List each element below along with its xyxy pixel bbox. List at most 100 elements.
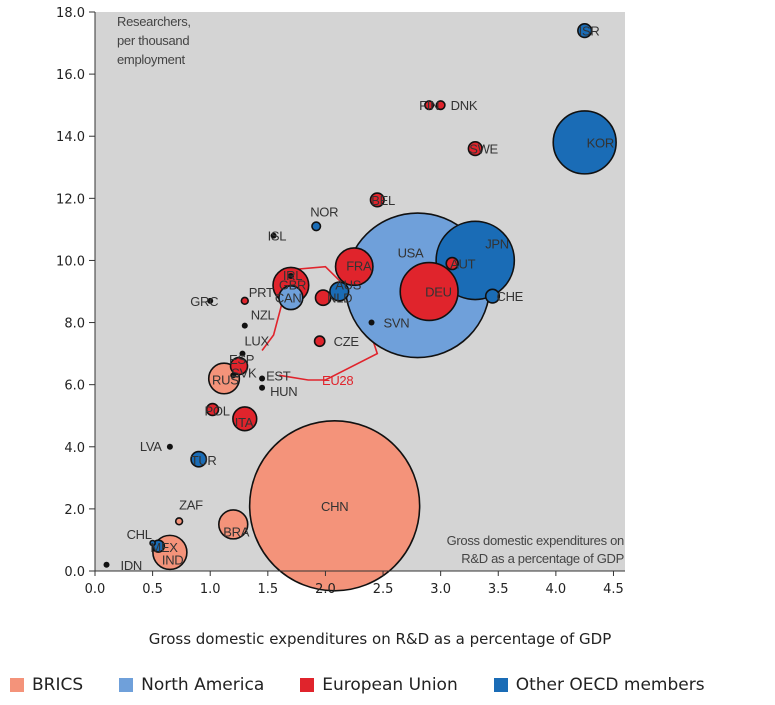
bubble-bel [369,192,385,208]
point-label-isl: ISL [268,229,287,244]
point-label-svk: SVK [231,365,257,380]
point-label-lva: LVA [140,439,162,454]
bubble-irl [287,272,294,279]
bubble-isl [270,232,277,239]
bubble-can [278,285,304,311]
legend-item: Other OECD members [493,675,705,695]
bubble-bra [218,509,249,540]
point-label-zaf: ZAF [179,497,203,512]
legend-item: European Union [300,675,458,695]
y-tick-label: 18.0 [56,6,85,21]
bubble-est [259,375,266,382]
bubble-svk [230,372,237,379]
point-label-chl: CHL [127,527,152,542]
point-label-irl: IRL [283,268,302,283]
bubble-nld [314,289,332,307]
point-label-mex: MEX [150,540,178,555]
point-label-svn: SVN [384,316,410,331]
point-label-rus: RUS [212,372,239,387]
point-label-gbr: GBR [279,277,306,292]
point-label-che: CHE [497,289,524,304]
bubble-che [484,288,501,304]
x-tick-label: 2.5 [373,582,394,597]
bubble-svn [368,319,375,326]
y-tick-label: 12.0 [56,192,85,207]
bubble-series [103,23,617,592]
x-tick-label: 1.0 [200,582,221,597]
point-label-dnk: DNK [451,98,478,113]
point-label-prt: PRT [249,285,274,300]
x-axis-title: Gross domestic expenditures on R&D as a … [148,630,612,648]
bubble-hun [259,384,266,391]
x-tick-label: 3.0 [430,582,451,597]
point-label-bel: BEL [371,193,395,208]
legend-item: BRICS [10,675,83,695]
bubble-chl [149,539,156,547]
legend: BRICS North America European Union Other OE… [10,675,705,695]
y-tick-label: 10.0 [56,254,85,269]
bubble-chn [248,419,421,592]
point-label-tur: TUR [191,453,217,468]
point-label-jpn: JPN [485,236,509,251]
point-label-fin: FIN [419,98,439,113]
y-axis-title-line: employment [117,52,185,67]
legend-label: European Union [322,675,458,695]
point-labels: CHN USA JPN KOR DEU FRA GBR RUS BRA IND CAN ITA AUS E… [121,24,615,573]
y-tick-label: 6.0 [64,379,85,394]
legend-label: BRICS [32,675,84,695]
bubble-lux [239,350,246,357]
y-tick-label: 2.0 [64,503,85,518]
point-label-est: EST [266,368,291,383]
bubble-aus [329,281,350,302]
bubble-aut [445,256,459,271]
bubble-pol [205,402,220,417]
bubble-fra [334,247,374,287]
eu28-label: EU28 [322,373,353,388]
legend-item: North America [119,675,264,695]
y-tick-label: 8.0 [64,317,85,332]
point-label-grc: GRC [190,294,218,309]
point-label-deu: DEU [425,285,452,300]
y-axis-title-line: per thousand [117,33,189,48]
point-label-hun: HUN [270,384,297,399]
bubble-chart: EU28 CHN USA JPN KOR DEU FRA GBR RUS BRA IND CAN IT… [56,6,625,597]
point-label-fra: FRA [346,259,372,274]
x-tick-label: 0.0 [85,582,106,597]
legend-swatch [119,678,134,692]
point-label-pol: POL [205,404,230,419]
point-label-esp: ESP [229,352,254,367]
bubble-esp [229,356,249,376]
point-label-aut: AUT [450,257,475,272]
y-tick-label: 0.0 [64,565,85,580]
y-axis-title-line: Researchers, [117,14,191,29]
y-tick-label: 4.0 [64,441,85,456]
point-label-chn: CHN [321,499,348,514]
x-tick-label: 4.0 [546,582,567,597]
point-label-nzl: NZL [251,308,275,323]
point-label-nor: NOR [310,204,338,219]
x-axis-inplot-title-line: Gross domestic expenditures on [447,533,624,548]
bubble-prt [240,296,249,306]
x-tick-label: 3.5 [488,582,509,597]
bubble-grc [207,297,214,304]
legend-swatch [493,678,508,692]
x-axis-inplot-title-line: R&D as a percentage of GDP [461,551,624,566]
bubble-idn [103,561,110,568]
x-tick-label: 2.0 [315,582,336,597]
x-tick-label: 4.5 [603,582,624,597]
legend-label: North America [141,675,265,695]
point-label-bra: BRA [223,524,249,539]
x-tick-label: 0.5 [142,582,163,597]
point-label-lux: LUX [244,334,269,349]
point-label-swe: SWE [469,142,498,157]
bubble-cze [313,335,326,348]
axes: 0.0 2.0 4.0 6.0 8.0 10.0 12.0 14.0 16.0 18.0 0.0 0.… [56,6,625,597]
in-plot-annotations: Researchers, per thousand employment Gross … [117,14,624,566]
point-label-idn: IDN [121,558,142,573]
bubble-lva [166,443,173,450]
point-label-can: CAN [275,291,302,306]
legend-swatch [10,678,24,692]
point-label-cze: CZE [334,334,360,349]
point-label-usa: USA [398,245,424,260]
point-label-isr: ISR [579,24,600,39]
